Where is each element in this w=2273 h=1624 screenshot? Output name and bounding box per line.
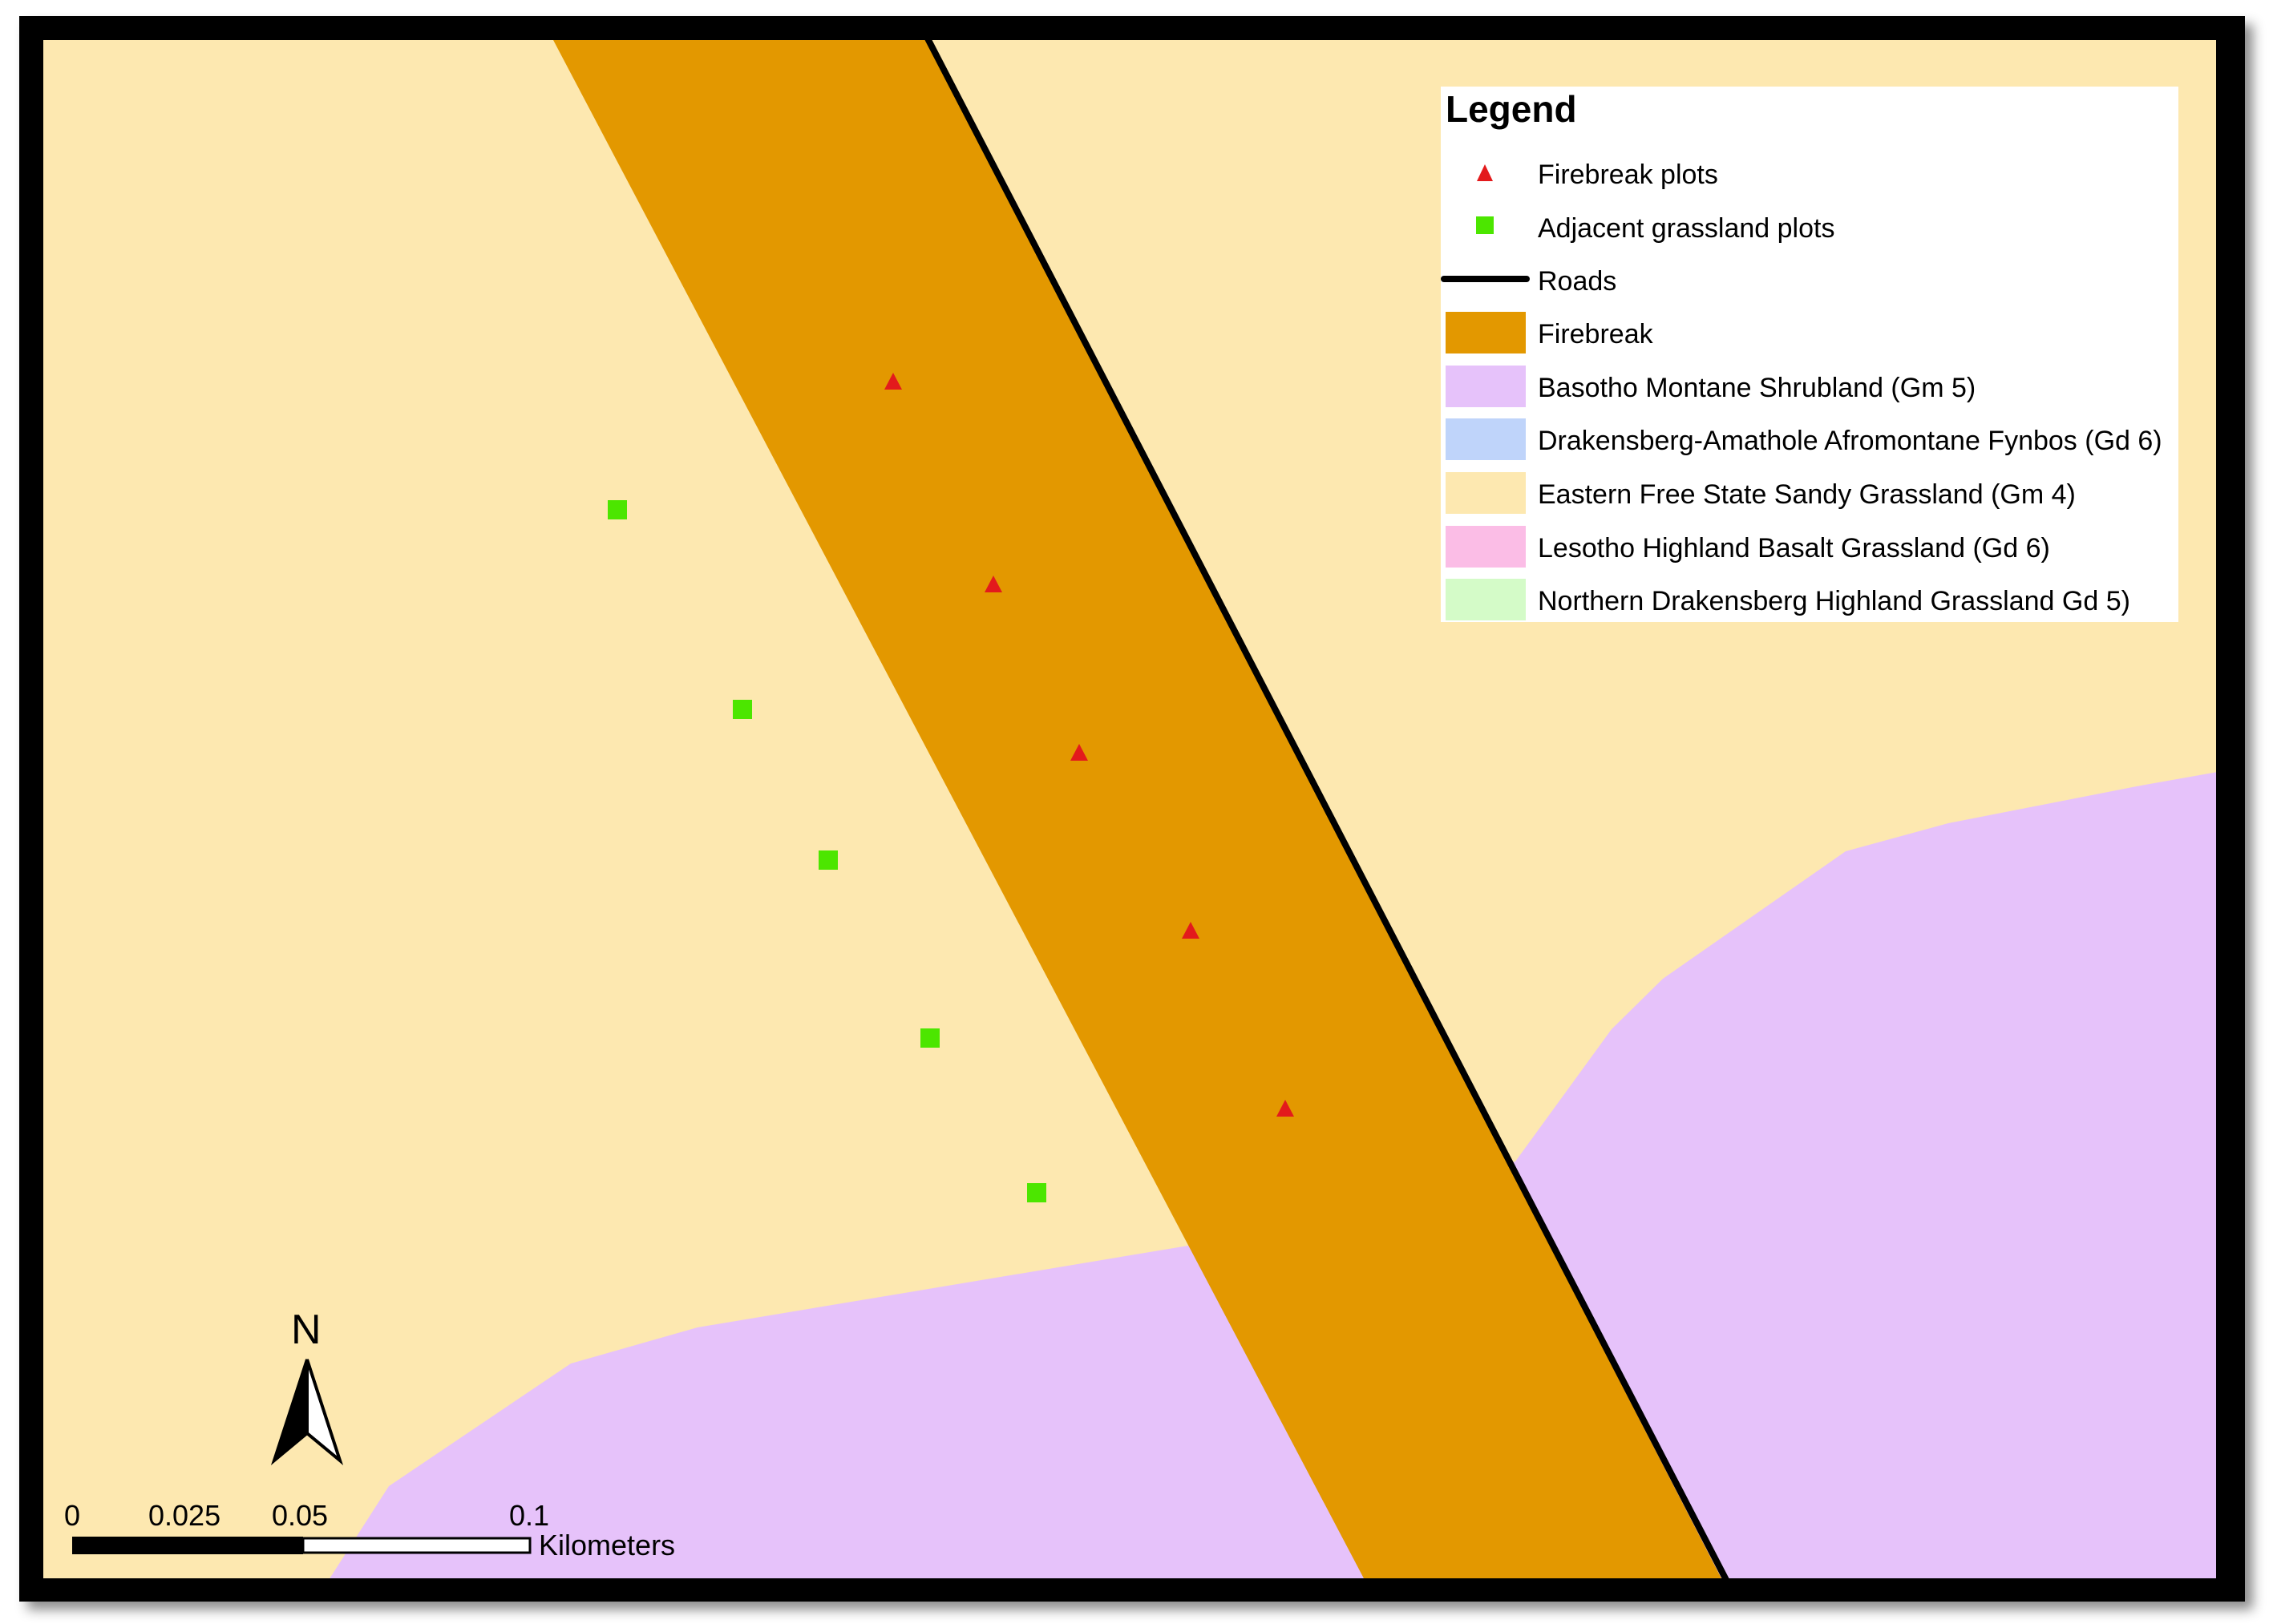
north-label: N (291, 1307, 322, 1353)
grassland-plot-marker (819, 850, 838, 870)
map-border (40, 37, 2219, 1582)
grassland-plot-marker (920, 1028, 940, 1048)
grassland-plot-marker (608, 500, 627, 519)
legend-label-basotho-montane-shrubland: Basotho Montane Shrubland (Gm 5) (1538, 373, 1976, 403)
scale-bar-filled-segment (72, 1537, 303, 1554)
firebreak-plot-marker (1070, 744, 1088, 761)
shrubland-legend-swatch (1446, 366, 1526, 407)
legend-label-drakensberg-amathole-fynbos: Drakensberg-Amathole Afromontane Fynbos … (1538, 426, 2162, 456)
legend-label-firebreak-plots: Firebreak plots (1538, 160, 1718, 190)
legend: Legend Firebreak plots Adjacent grasslan… (1441, 87, 2178, 622)
sandy-grassland-legend-swatch (1446, 472, 1526, 514)
scale-bar-empty-segment (301, 1537, 532, 1554)
firebreak-plot-marker (1182, 922, 1199, 939)
scale-tick-0: 0 (64, 1499, 80, 1532)
basotho-montane-shrubland-area (329, 772, 2218, 1580)
scale-tick-0025: 0.025 (148, 1499, 220, 1532)
legend-label-firebreak: Firebreak (1538, 319, 1654, 349)
legend-title: Legend (1446, 88, 1577, 130)
legend-label-roads: Roads (1538, 266, 1616, 297)
highland-grassland-legend-swatch (1446, 579, 1526, 620)
legend-label-eastern-free-state-sandy-grassland: Eastern Free State Sandy Grassland (Gm 4… (1538, 479, 2076, 510)
fynbos-legend-swatch (1446, 418, 1526, 460)
scale-unit: Kilometers (539, 1529, 675, 1561)
road-line (924, 37, 1729, 1582)
north-arrow-icon (270, 1359, 344, 1465)
grassland-plot-marker (1027, 1183, 1046, 1202)
scale-tick-01: 0.1 (509, 1499, 549, 1532)
firebreak-plot-marker (884, 373, 902, 390)
firebreak-plots-legend-icon (1477, 164, 1493, 181)
basalt-grassland-legend-swatch (1446, 526, 1526, 568)
grassland-plot-marker (733, 700, 752, 719)
scale-tick-005: 0.05 (272, 1499, 328, 1532)
scale-bar: 0 0.025 0.05 0.1 Kilometers (64, 1499, 675, 1561)
legend-label-lesotho-highland-basalt-grassland: Lesotho Highland Basalt Grassland (Gd 6) (1538, 533, 2050, 564)
firebreak-plot-marker (1276, 1100, 1294, 1117)
firebreak-band (552, 38, 1722, 1580)
firebreak-legend-swatch (1446, 312, 1526, 353)
legend-background (1441, 87, 2178, 622)
legend-label-grassland-plots: Adjacent grassland plots (1538, 213, 1834, 244)
legend-label-northern-drakensberg-highland-grassland: Northern Drakensberg Highland Grassland … (1538, 586, 2130, 616)
firebreak-plot-marker (985, 576, 1002, 592)
firebreak-plots (884, 373, 1294, 1117)
adjacent-grassland-plots (608, 500, 1046, 1202)
grassland-plots-legend-icon (1476, 216, 1494, 234)
north-arrow: N (270, 1307, 344, 1465)
